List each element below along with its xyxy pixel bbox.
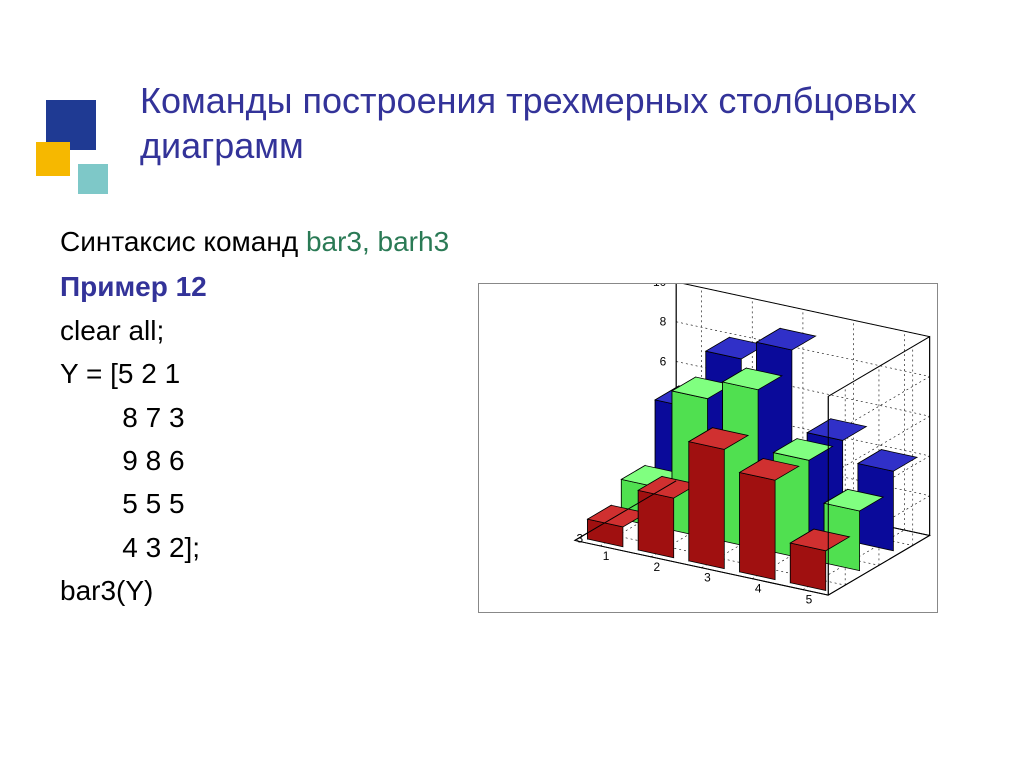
code-line: 8 7 3 [60, 396, 480, 439]
code-line: 5 5 5 [60, 482, 480, 525]
code-block: clear all;Y = [5 2 1 8 7 3 9 8 6 5 5 5 4… [60, 309, 480, 613]
code-line: clear all; [60, 309, 480, 352]
svg-text:5: 5 [806, 593, 813, 607]
syntax-line: Синтаксис команд bar3, barh3 [60, 220, 480, 263]
decor-square-yellow [36, 142, 70, 176]
example-label: Пример 12 [60, 265, 480, 308]
code-line: Y = [5 2 1 [60, 352, 480, 395]
code-line: bar3(Y) [60, 569, 480, 612]
svg-text:3: 3 [704, 571, 711, 585]
svg-text:10: 10 [653, 284, 667, 289]
slide-body: Синтаксис команд bar3, barh3 Пример 12 c… [60, 220, 480, 613]
bar3-plot: 024681012345321 [479, 284, 937, 612]
code-line: 4 3 2]; [60, 526, 480, 569]
bar3-figure: 024681012345321 [478, 283, 938, 613]
syntax-prefix: Синтаксис команд [60, 226, 306, 257]
syntax-commands: bar3, barh3 [306, 226, 449, 257]
slide-title: Команды построения трехмерных столбцовых… [140, 78, 940, 168]
code-line: 9 8 6 [60, 439, 480, 482]
svg-text:2: 2 [653, 560, 660, 574]
svg-text:8: 8 [660, 315, 667, 329]
decor-square-teal [78, 164, 108, 194]
title-decoration [36, 70, 116, 200]
svg-text:1: 1 [603, 549, 610, 563]
svg-text:4: 4 [755, 582, 762, 596]
svg-text:6: 6 [660, 355, 667, 369]
